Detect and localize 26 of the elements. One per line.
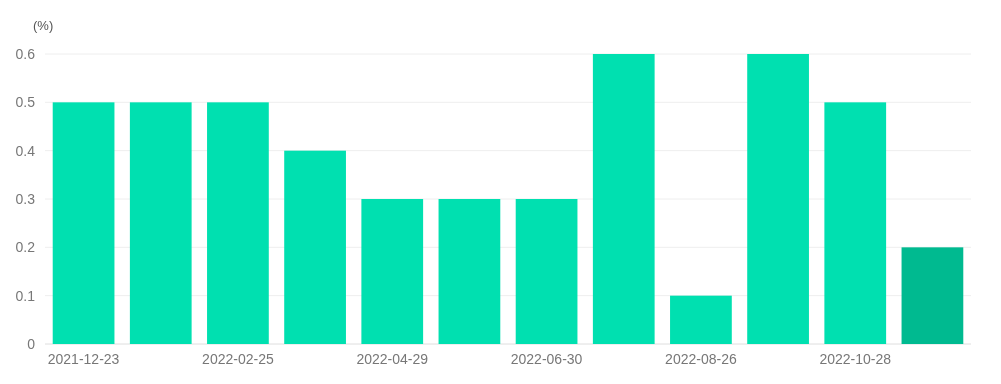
y-tick-label: 0.1 [15, 287, 36, 304]
bar [284, 150, 346, 344]
x-tick-label: 2022-08-26 [665, 351, 737, 367]
bar [747, 54, 809, 344]
x-tick-label: 2022-10-28 [819, 351, 892, 367]
bar [901, 247, 964, 344]
y-tick-label: 0.3 [15, 190, 36, 207]
x-tick-label: 2022-06-30 [510, 351, 583, 367]
y-axis-title: (%) [33, 18, 54, 33]
bar [52, 102, 115, 344]
x-tick-label: 2022-02-25 [202, 351, 274, 367]
bar [515, 199, 578, 344]
x-tick-label: 2021-12-23 [47, 351, 120, 367]
bar [438, 199, 501, 344]
y-tick-label: 0.4 [15, 142, 36, 159]
y-tick-label: 0 [27, 335, 36, 352]
bar [129, 102, 192, 344]
bar [592, 54, 655, 344]
bar [361, 199, 424, 344]
y-tick-label: 0.2 [15, 239, 36, 256]
y-tick-label: 0.5 [15, 94, 36, 111]
y-tick-label: 0.6 [15, 45, 36, 62]
bar [824, 102, 887, 344]
bar [207, 102, 269, 344]
bar [670, 295, 732, 344]
x-tick-label: 2022-04-29 [356, 351, 429, 367]
